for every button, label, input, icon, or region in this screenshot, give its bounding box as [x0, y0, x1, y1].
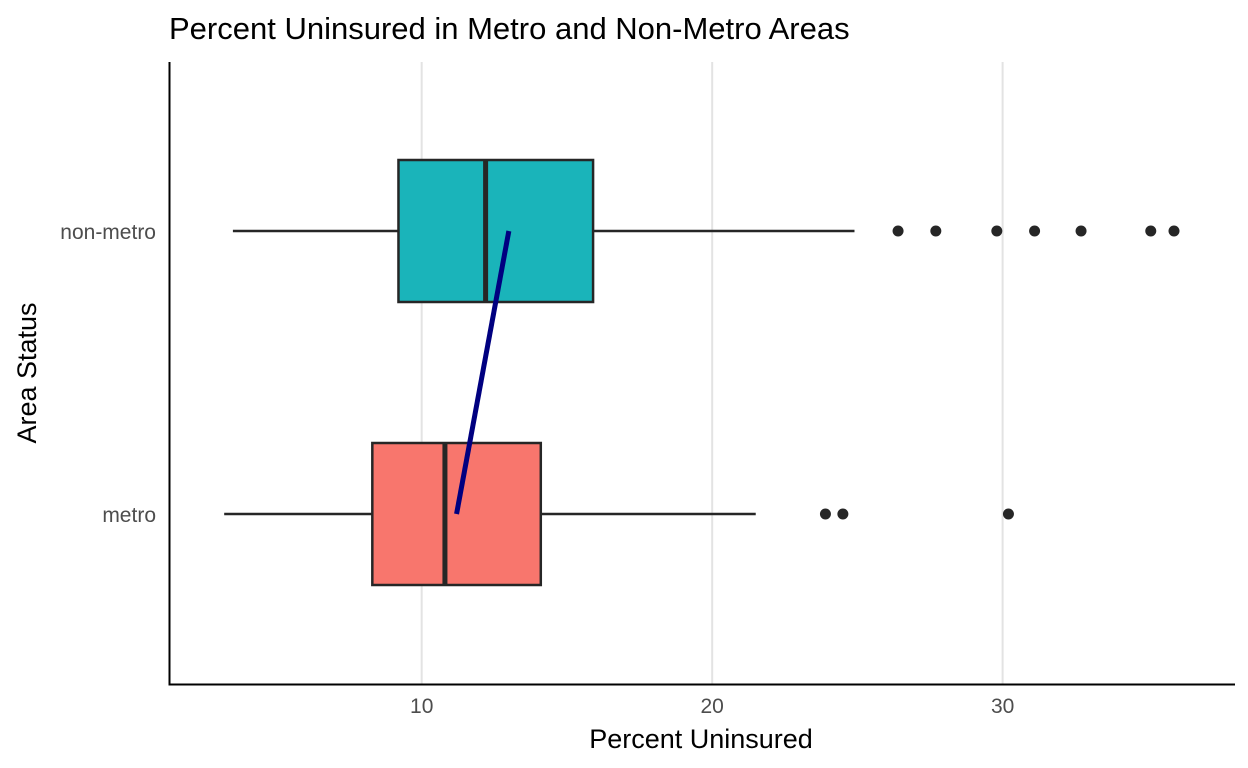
outlier-point: [991, 225, 1003, 237]
x-tick-label: 30: [991, 695, 1014, 718]
outlier-point: [930, 225, 942, 237]
outlier-point: [1145, 225, 1157, 237]
grid-layer: [420, 62, 1004, 684]
chart-title: Percent Uninsured in Metro and Non-Metro…: [169, 11, 850, 46]
box-metro: [224, 441, 1014, 587]
mean-line-layer: [454, 230, 512, 515]
axis-layer: [168, 62, 1235, 686]
y-tick-label: metro: [102, 504, 156, 527]
y-tick-label: non-metro: [60, 221, 156, 244]
tick-layer: 10 20 30 metro non-metro: [60, 221, 1014, 718]
box-layer: [224, 158, 1180, 587]
x-tick-label: 20: [700, 695, 723, 718]
box-iqr: [397, 158, 595, 304]
box-non-metro: [232, 158, 1180, 304]
outlier-point: [892, 225, 904, 237]
outlier-point: [1002, 508, 1014, 520]
y-axis-title: Area Status: [12, 302, 42, 443]
outlier-point: [1168, 225, 1180, 237]
x-axis-title: Percent Uninsured: [589, 724, 813, 754]
outlier-point: [819, 508, 831, 520]
mean-line: [454, 230, 512, 515]
outlier-point: [1075, 225, 1087, 237]
outlier-point: [1029, 225, 1041, 237]
outlier-point: [837, 508, 849, 520]
x-tick-label: 10: [410, 695, 433, 718]
